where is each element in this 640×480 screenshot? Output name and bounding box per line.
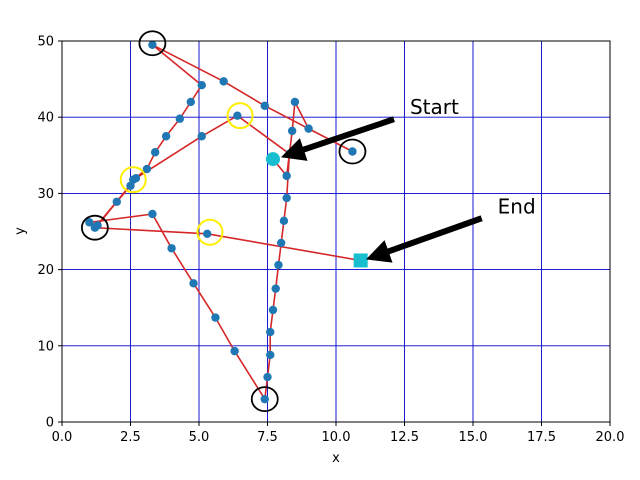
- data-point: [219, 77, 228, 86]
- data-point: [230, 346, 239, 356]
- data-point: [197, 132, 206, 141]
- data-point: [142, 164, 152, 174]
- annotations: Start End: [280, 95, 536, 263]
- data-point: [304, 124, 313, 133]
- x-tick-label-8: 20.0: [596, 430, 625, 445]
- series-points: [85, 40, 365, 404]
- black-circle-3: [250, 386, 279, 413]
- data-point: [279, 216, 289, 226]
- x-axis: 0.0 2.5 5.0 7.5 10.0 12.5 15.0 17.5 20.0: [52, 422, 625, 445]
- data-point: [266, 350, 275, 360]
- series-lines: [88, 43, 361, 400]
- x-tick-label-1: 2.5: [120, 430, 141, 445]
- x-tick-label-2: 5.0: [189, 430, 210, 445]
- annotation-end-arrow: [365, 215, 483, 263]
- y-tick-label-5: 50: [37, 35, 54, 50]
- data-point: [290, 97, 300, 107]
- y-tick-label-4: 40: [37, 111, 54, 126]
- data-point: [203, 229, 212, 238]
- yellow-circle-0: [226, 102, 254, 130]
- data-point: [175, 114, 185, 123]
- data-point: [263, 372, 272, 382]
- y-tick-label-0: 0: [46, 416, 54, 431]
- data-point: [85, 218, 94, 227]
- data-point: [271, 284, 280, 293]
- data-point: [260, 394, 269, 404]
- data-point: [197, 80, 206, 90]
- data-point: [260, 101, 269, 110]
- y-axis-label: y: [13, 227, 28, 235]
- data-point: [90, 223, 100, 232]
- data-point: [287, 126, 297, 136]
- x-tick-label-0: 0.0: [52, 430, 73, 445]
- data-point: [186, 97, 195, 107]
- start-marker: [265, 152, 280, 167]
- yellow-circle-2: [196, 218, 224, 246]
- y-tick-label-3: 30: [37, 187, 54, 202]
- data-point: [233, 111, 242, 120]
- data-point: [348, 147, 357, 156]
- y-axis: 0 10 20 30 40 50: [37, 35, 62, 431]
- endpoints: [265, 152, 368, 268]
- x-tick-label-3: 7.5: [257, 430, 278, 445]
- data-point: [112, 197, 122, 206]
- x-axis-label: x: [332, 451, 340, 466]
- data-point: [148, 40, 157, 50]
- data-point: [268, 305, 278, 315]
- x-tick-label-6: 15.0: [459, 430, 488, 445]
- data-point: [189, 279, 198, 288]
- data-point: [131, 173, 141, 183]
- black-circle-0: [138, 30, 167, 57]
- data-point: [266, 327, 275, 337]
- data-point: [161, 132, 171, 141]
- y-tick-label-1: 10: [37, 339, 54, 354]
- data-point: [211, 313, 220, 322]
- data-point: [148, 209, 157, 219]
- data-point: [277, 238, 286, 248]
- x-tick-label-7: 17.5: [527, 430, 556, 445]
- data-point: [282, 193, 291, 203]
- y-tick-label-2: 20: [37, 263, 54, 278]
- data-point: [167, 244, 176, 253]
- yellow-circle-1: [119, 166, 147, 194]
- annotation-start-arrow: [280, 116, 395, 161]
- highlight-circles: [80, 30, 367, 413]
- annotation-end-label: End: [498, 194, 536, 218]
- end-marker: [353, 253, 368, 268]
- annotation-start-label: Start: [410, 95, 459, 119]
- data-point: [274, 260, 283, 270]
- data-point: [126, 181, 135, 190]
- data-point: [150, 148, 160, 157]
- x-tick-label-4: 10.0: [322, 430, 351, 445]
- black-circle-1: [338, 138, 367, 165]
- x-tick-label-5: 12.5: [390, 430, 419, 445]
- data-point: [282, 171, 291, 181]
- series-line-0: [88, 43, 361, 400]
- black-circle-2: [80, 214, 109, 241]
